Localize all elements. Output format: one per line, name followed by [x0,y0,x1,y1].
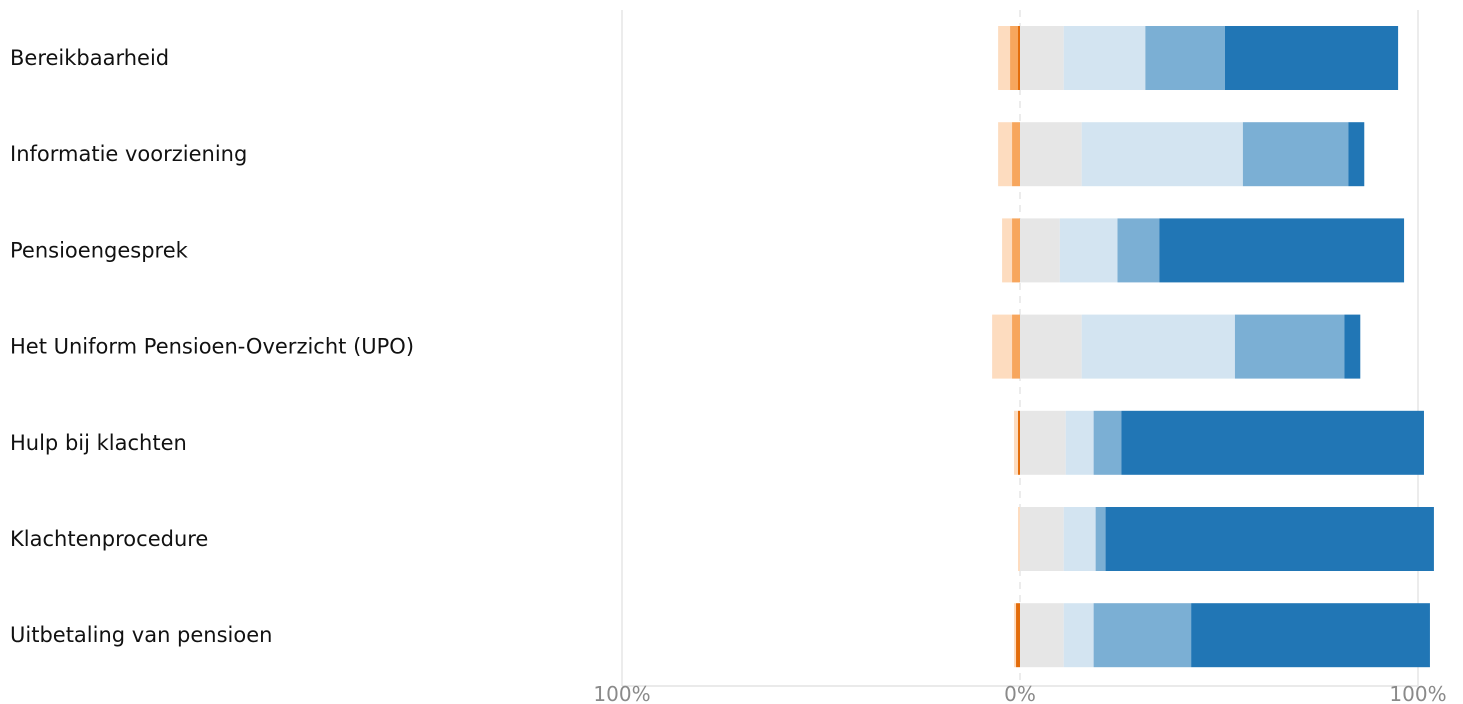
row-label: Bereikbaarheid [10,46,169,70]
bar-segment [1093,603,1192,668]
row-labels: Bereikbaarheid Informatie voorziening Pens… [10,46,414,647]
bar-segment [1018,410,1020,475]
bar-segment [1095,507,1106,571]
bar-segment [1020,122,1082,187]
row-label: Pensioengesprek [10,238,189,262]
bars-layer [992,26,1434,668]
bar-segment [1121,410,1424,475]
bar-segment [1234,314,1345,379]
row-label: Uitbetaling van pensioen [10,623,272,647]
bar-segment [1018,26,1020,90]
bar-row [1018,507,1434,571]
bar-segment [1018,507,1020,571]
bar-segment [1145,26,1225,90]
bar-segment [1105,507,1434,571]
bar-row [998,26,1399,90]
bar-segment [1081,314,1235,379]
bar-segment [1063,26,1146,90]
bar-segment [1020,410,1066,475]
bar-segment [1224,26,1399,90]
bar-segment [1020,507,1064,571]
bar-segment [1344,314,1361,379]
bar-segment [1059,218,1118,283]
x-axis-ticks: 100% 0% 100% [593,682,1446,704]
bar-segment [998,26,1011,90]
bar-row [1014,410,1424,475]
bar-segment [1012,218,1020,283]
bar-segment [1065,410,1094,475]
bar-segment [1012,314,1020,379]
bar-row [992,314,1361,379]
bar-segment [1020,314,1082,379]
bar-segment [1020,218,1060,283]
bar-segment [1063,603,1094,668]
bar-segment [1016,603,1020,668]
bar-segment [1191,603,1430,668]
bar-segment [998,122,1013,187]
x-tick-label: 100% [593,682,650,704]
bar-segment [1348,122,1365,187]
bar-segment [1020,26,1064,90]
bar-segment [992,314,1013,379]
x-tick-label: 100% [1389,682,1446,704]
bar-segment [1014,603,1017,668]
bar-segment [1063,507,1096,571]
row-label: Informatie voorziening [10,142,247,166]
row-label: Klachtenprocedure [10,527,208,551]
bar-segment [1117,218,1160,283]
x-tick-label: 0% [1004,682,1036,704]
bar-segment [1012,122,1020,187]
bar-row [998,122,1365,187]
bar-row [1002,218,1405,283]
bar-segment [1081,122,1243,187]
bar-segment [1010,26,1019,90]
bar-segment [1159,218,1405,283]
bar-segment [1014,410,1019,475]
bar-segment [1242,122,1349,187]
bar-segment [1020,603,1064,668]
bar-row [1014,603,1430,668]
bar-segment [1093,410,1122,475]
bar-segment [1002,218,1013,283]
row-label: Het Uniform Pensioen-Overzicht (UPO) [10,335,414,359]
row-label: Hulp bij klachten [10,431,187,455]
